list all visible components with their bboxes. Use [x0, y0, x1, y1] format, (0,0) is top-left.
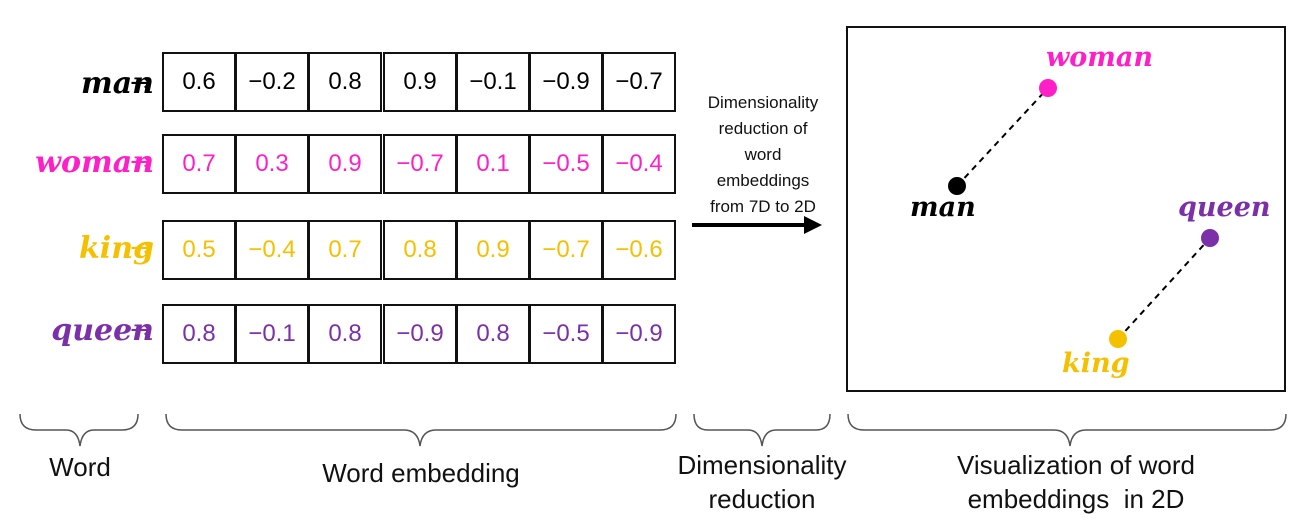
visualization-plot — [846, 26, 1286, 392]
point-king — [1109, 330, 1127, 348]
row-arrow-man: → — [130, 68, 152, 98]
brace-word — [19, 413, 139, 447]
embedding-cell: −0.4 — [602, 134, 676, 194]
word-label-woman: woman — [35, 145, 154, 180]
point-queen — [1201, 229, 1219, 247]
embedding-cell: −0.2 — [235, 52, 309, 112]
caption-word-embedding: Word embedding — [322, 458, 520, 488]
reduction-description: Dimensionality reduction of word embeddi… — [688, 90, 838, 220]
embedding-cell: 0.8 — [308, 304, 382, 364]
caption-visualization: Visualization of word embeddings in 2D — [898, 448, 1254, 516]
embedding-cell: 0.9 — [383, 52, 457, 112]
link-king-queen — [1117, 237, 1211, 340]
embedding-cell: −0.6 — [602, 220, 676, 280]
embedding-cell: −0.1 — [456, 52, 530, 112]
reduction-line: Dimensionality — [707, 93, 819, 112]
word-label-king: king — [79, 231, 154, 266]
embedding-cell: 0.8 — [162, 304, 236, 364]
embedding-cell: 0.9 — [456, 220, 530, 280]
reduction-line: reduction of — [718, 119, 808, 138]
embedding-cell: −0.9 — [383, 304, 457, 364]
point-woman — [1039, 79, 1057, 97]
embedding-cell: −0.9 — [602, 304, 676, 364]
embedding-cell: 0.3 — [235, 134, 309, 194]
embedding-cell: 0.7 — [308, 220, 382, 280]
embedding-cell: 0.7 — [162, 134, 236, 194]
point-label-man: man — [910, 192, 976, 223]
caption-line: Dimensionality — [677, 450, 847, 480]
caption-word: Word — [49, 452, 111, 482]
embedding-cell: 0.8 — [308, 52, 382, 112]
embedding-cell: 0.8 — [383, 220, 457, 280]
embedding-cell: 0.9 — [308, 134, 382, 194]
caption-line: Visualization of word — [957, 450, 1195, 480]
row-arrow-king: → — [130, 233, 152, 263]
caption-line: reduction — [708, 484, 816, 514]
reduction-line: word — [744, 145, 782, 164]
link-man-woman — [956, 87, 1049, 187]
embedding-cell: 0.6 — [162, 52, 236, 112]
point-man — [948, 177, 966, 195]
caption-dimensionality-reduction: Dimensionality reduction — [656, 448, 868, 516]
embedding-cell: −0.4 — [235, 220, 309, 280]
reduction-arrow-head — [804, 216, 822, 234]
embedding-cell: −0.1 — [235, 304, 309, 364]
brace-word-embedding — [165, 413, 677, 447]
brace-visualization — [847, 413, 1287, 447]
row-arrow-woman: → — [130, 147, 152, 177]
embedding-cell: 0.5 — [162, 220, 236, 280]
word-label-man: man — [81, 66, 154, 101]
word-label-queen: queen — [51, 313, 154, 348]
point-label-woman: woman — [1046, 42, 1153, 73]
embedding-cell: −0.5 — [529, 134, 603, 194]
reduction-line: embeddings — [716, 171, 810, 190]
brace-dimensionality-reduction — [693, 413, 831, 447]
embedding-cell: −0.9 — [529, 52, 603, 112]
row-arrow-queen: → — [130, 315, 152, 345]
point-label-king: king — [1062, 348, 1130, 379]
caption-line: embeddings in 2D — [967, 484, 1185, 514]
point-label-queen: queen — [1178, 192, 1271, 223]
embedding-cell: −0.5 — [529, 304, 603, 364]
reduction-line: from 7D to 2D — [710, 197, 816, 216]
embedding-cell: −0.7 — [602, 52, 676, 112]
